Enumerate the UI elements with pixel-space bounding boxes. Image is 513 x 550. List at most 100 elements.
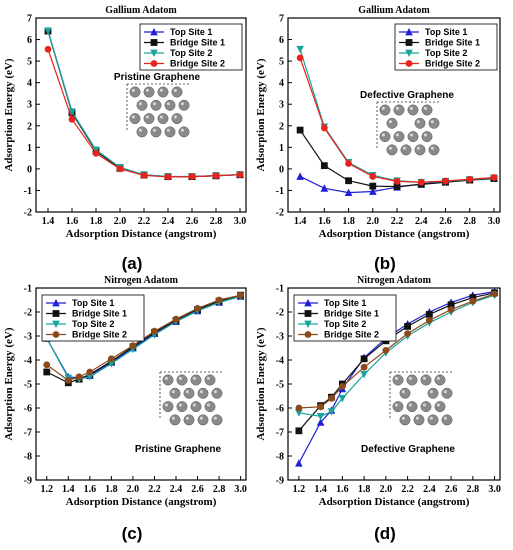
- series-line-bridge_site_2: [299, 57, 494, 183]
- inset-atom-highlight: [401, 416, 405, 420]
- legend-marker: [304, 320, 312, 328]
- panel-label-c: (c): [122, 524, 143, 543]
- data-point-bridge_site_2: [466, 175, 474, 183]
- inset-atom: [136, 99, 148, 111]
- inset-atom: [393, 131, 405, 143]
- inset-atom: [386, 117, 398, 129]
- data-point-top_site_2: [360, 371, 368, 379]
- data-point-bridge_site_2: [320, 124, 328, 132]
- inset-atom: [204, 401, 216, 413]
- data-point-top_site_2: [295, 409, 303, 417]
- data-point-bridge_site_2: [164, 173, 172, 181]
- y-tick-label: -6: [276, 404, 284, 415]
- inset-atom-highlight: [409, 106, 413, 110]
- inset-atom: [178, 126, 190, 138]
- inset-atom-highlight: [180, 102, 184, 106]
- y-tick-label: -1: [276, 186, 284, 197]
- data-point-bridge_site_2: [116, 165, 124, 173]
- inset-atom-highlight: [199, 390, 203, 394]
- y-tick-label: 4: [279, 78, 284, 89]
- x-axis-label: Adsorption Distance (angstrom): [66, 228, 217, 240]
- inset-atom: [150, 126, 162, 138]
- inset-atom-highlight: [395, 106, 399, 110]
- data-point-top_site_1: [316, 418, 325, 426]
- y-tick-label: -1: [24, 186, 32, 197]
- data-point-bridge_site_2: [86, 368, 94, 376]
- x-tick-label: 1.6: [66, 216, 79, 227]
- y-axis-label: Adsorption Energy (eV): [255, 327, 267, 440]
- inset-atom: [399, 414, 411, 426]
- data-point-bridge_site_1: [393, 183, 401, 190]
- y-tick-label: 2: [279, 121, 284, 132]
- inset-atom: [211, 414, 223, 426]
- legend-entry: Top Site 2: [324, 319, 366, 329]
- x-tick-label: 1.8: [105, 484, 118, 495]
- y-tick-label: 4: [27, 78, 32, 89]
- inset-atom: [211, 387, 223, 399]
- inset-atom-highlight: [436, 376, 440, 380]
- data-point-bridge_site_2: [75, 373, 83, 381]
- legend-entry: Top Site 1: [72, 298, 114, 308]
- data-point-top_site_2: [338, 395, 347, 403]
- data-point-top_site_1: [295, 459, 303, 467]
- inset-atom-highlight: [178, 376, 182, 380]
- data-point-bridge_site_2: [188, 173, 196, 181]
- x-tick-label: 1.6: [336, 484, 349, 495]
- panel-label-d: (d): [374, 524, 396, 543]
- y-tick-label: -4: [276, 356, 284, 367]
- legend-entry: Bridge Site 2: [425, 59, 480, 69]
- data-point-bridge_site_2: [194, 305, 201, 312]
- inset-atom: [379, 104, 391, 116]
- y-tick-label: -2: [24, 308, 32, 319]
- x-tick-label: 3.0: [488, 216, 501, 227]
- inset-atom-highlight: [192, 376, 196, 380]
- inset-atom-highlight: [381, 133, 385, 137]
- data-point-top_site_1: [296, 172, 304, 180]
- x-tick-label: 2.4: [423, 484, 436, 495]
- data-point-bridge_site_2: [68, 115, 76, 123]
- inset-atom: [413, 414, 425, 426]
- inset-atom-highlight: [415, 416, 419, 420]
- inset-atom-highlight: [185, 416, 189, 420]
- legend-marker: [150, 28, 158, 36]
- data-point-bridge_site_2: [151, 327, 158, 335]
- data-point-bridge_site_2: [212, 172, 220, 180]
- x-tick-label: 2.8: [463, 216, 476, 227]
- x-tick-label: 2.4: [415, 216, 428, 227]
- inset-atom: [428, 144, 440, 156]
- inset-atom-highlight: [159, 88, 163, 92]
- inset-atom: [143, 113, 155, 125]
- inset-atom: [171, 86, 183, 98]
- inset-atom: [421, 131, 433, 143]
- inset-atom-highlight: [429, 390, 433, 394]
- chart-panel-c: Nitrogen Adatom -9 -8 -7 -6 -5 -4 -3 -2 -1 1.2 1.4 1…: [3, 275, 247, 508]
- legend-marker: [150, 49, 158, 57]
- inset-atom-highlight: [213, 416, 217, 420]
- y-tick-label: -2: [276, 308, 284, 319]
- inset-atom-highlight: [429, 416, 433, 420]
- inset-atom: [392, 401, 404, 413]
- data-point-bridge_site_1: [360, 355, 368, 363]
- data-point-bridge_site_2: [296, 54, 304, 62]
- x-tick-label: 2.6: [186, 216, 199, 227]
- inset-atom-highlight: [408, 376, 412, 380]
- inset-atom: [169, 414, 181, 426]
- inset-atom: [392, 374, 404, 386]
- data-point-bridge_site_2: [328, 395, 335, 402]
- chart-panel-a: Gallium Adatom -2 -1 0 1 2 3 4 5 6 7 1.4 1.6 1.8 2.0 2.…: [3, 5, 247, 240]
- inset-atom: [136, 126, 148, 138]
- inset-atom: [204, 374, 216, 386]
- inset-atom-highlight: [131, 115, 135, 119]
- data-point-bridge_site_1: [404, 323, 411, 330]
- y-tick-label: 5: [279, 57, 284, 68]
- inset-atom: [190, 374, 202, 386]
- inset-atom-highlight: [171, 390, 175, 394]
- inset-atom-highlight: [164, 376, 168, 380]
- data-point-top_site_2: [316, 413, 325, 421]
- inset-atom-highlight: [173, 115, 177, 119]
- inset-atom-highlight: [422, 376, 426, 380]
- chart-title: Gallium Adatom: [358, 5, 430, 16]
- inset-atom: [428, 117, 440, 129]
- data-point-top_site_1: [320, 184, 329, 192]
- inset-atom: [157, 86, 169, 98]
